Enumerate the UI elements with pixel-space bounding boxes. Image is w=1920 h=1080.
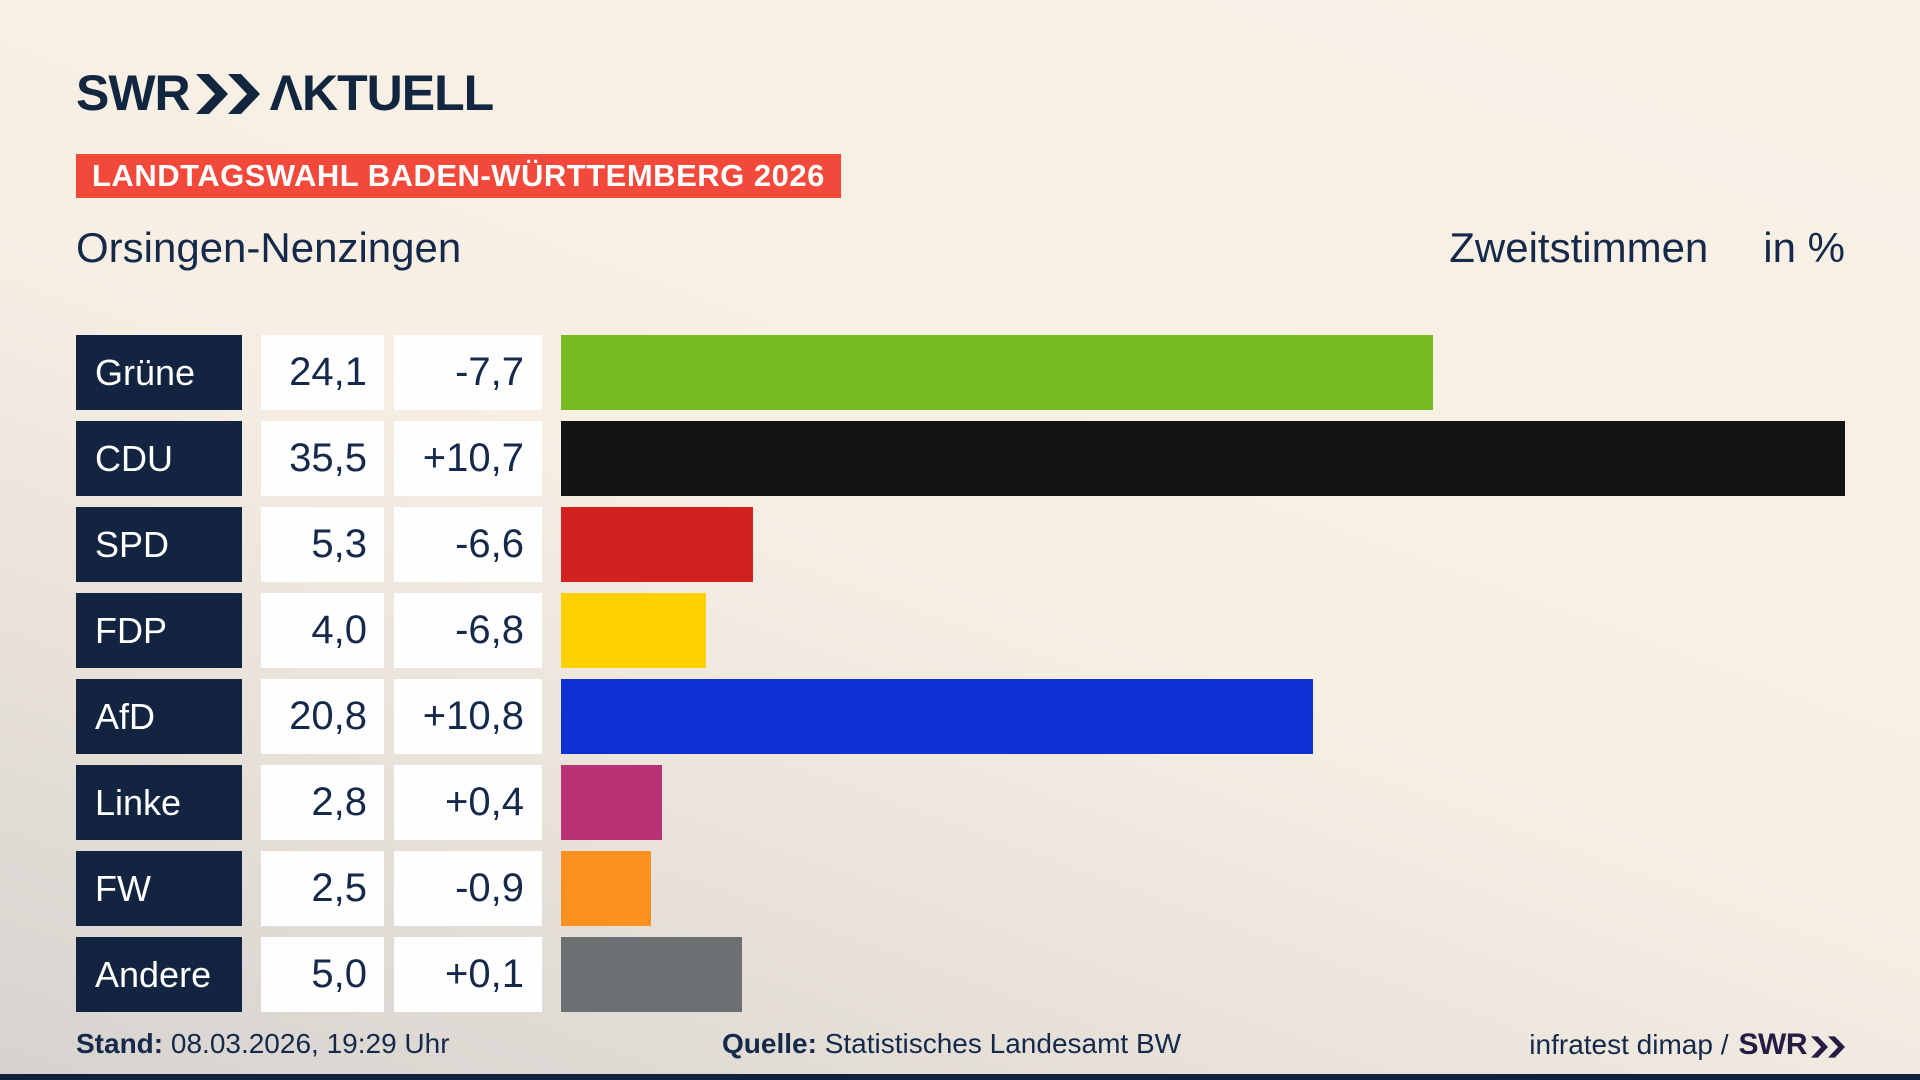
bar-track [561, 593, 1845, 668]
party-diff: +0,4 [394, 765, 542, 840]
table-row-fw: FW 2,5 -0,9 [76, 851, 1845, 926]
party-value: 5,3 [261, 507, 384, 582]
credit-info: infratest dimap / SWR [1529, 1028, 1845, 1062]
party-label: FDP [76, 593, 242, 668]
bar-track [561, 679, 1845, 754]
unit-label: in % [1763, 224, 1845, 271]
aktuell-logo-text: ΛKTUELL [269, 65, 495, 121]
title-row: Orsingen-Nenzingen Zweitstimmen in % [76, 224, 1845, 272]
table-row-cdu: CDU 35,5 +10,7 [76, 421, 1845, 496]
results-chart: Grüne 24,1 -7,7 CDU 35,5 +10,7 SPD 5,3 -… [76, 335, 1845, 1012]
municipality-title: Orsingen-Nenzingen [76, 224, 462, 271]
table-row-linke: Linke 2,8 +0,4 [76, 765, 1845, 840]
result-bar [561, 593, 706, 668]
result-bar [561, 937, 742, 1012]
party-value: 20,8 [261, 679, 384, 754]
party-label: AfD [76, 679, 242, 754]
table-row-fdp: FDP 4,0 -6,8 [76, 593, 1845, 668]
double-chevron-icon [195, 74, 260, 114]
election-banner: LANDTAGSWAHL BADEN-WÜRTTEMBERG 2026 [76, 154, 841, 198]
stand-info: Stand: 08.03.2026, 19:29 Uhr [76, 1028, 450, 1060]
result-bar [561, 679, 1314, 754]
double-chevron-icon [1811, 1035, 1845, 1058]
party-label: CDU [76, 421, 242, 496]
party-label: Linke [76, 765, 242, 840]
stand-label: Stand: [76, 1028, 164, 1059]
result-bar [561, 507, 753, 582]
bar-track [561, 507, 1845, 582]
vote-type-title: Zweitstimmen in % [1449, 224, 1845, 272]
swr-logo-text: SWR [76, 65, 191, 121]
party-diff: -6,8 [394, 593, 542, 668]
result-bar [561, 335, 1433, 410]
bottom-navy-strip [0, 1074, 1920, 1080]
party-value: 24,1 [261, 335, 384, 410]
result-bar [561, 421, 1845, 496]
source-label: Quelle: [722, 1028, 817, 1059]
credit-text: infratest dimap / [1529, 1029, 1729, 1060]
vote-type-label: Zweitstimmen [1449, 224, 1709, 271]
result-bar [561, 765, 663, 840]
party-label: Andere [76, 937, 242, 1012]
table-row-spd: SPD 5,3 -6,6 [76, 507, 1845, 582]
result-bar [561, 851, 652, 926]
bar-track [561, 421, 1845, 496]
swr-mini-logo-text: SWR [1738, 1028, 1808, 1061]
table-row-gruene: Grüne 24,1 -7,7 [76, 335, 1845, 410]
party-diff: -6,6 [394, 507, 542, 582]
bar-track [561, 335, 1845, 410]
party-value: 2,5 [261, 851, 384, 926]
party-diff: +10,8 [394, 679, 542, 754]
swr-mini-logo: SWR [1738, 1028, 1845, 1062]
party-diff: +10,7 [394, 421, 542, 496]
party-label: Grüne [76, 335, 242, 410]
stand-value: 08.03.2026, 19:29 Uhr [170, 1028, 450, 1059]
party-value: 2,8 [261, 765, 384, 840]
bar-track [561, 937, 1845, 1012]
swr-aktuell-logo: SWR ΛKTUELL [76, 65, 495, 121]
bar-track [561, 851, 1845, 926]
table-row-afd: AfD 20,8 +10,8 [76, 679, 1845, 754]
party-diff: +0,1 [394, 937, 542, 1012]
bar-track [561, 765, 1845, 840]
party-diff: -0,9 [394, 851, 542, 926]
party-value: 4,0 [261, 593, 384, 668]
table-row-andere: Andere 5,0 +0,1 [76, 937, 1845, 1012]
party-value: 5,0 [261, 937, 384, 1012]
party-label: FW [76, 851, 242, 926]
party-label: SPD [76, 507, 242, 582]
source-value: Statistisches Landesamt BW [824, 1028, 1182, 1059]
party-value: 35,5 [261, 421, 384, 496]
footer: Stand: 08.03.2026, 19:29 Uhr Quelle: Sta… [76, 1028, 1845, 1064]
source-info: Quelle: Statistisches Landesamt BW [722, 1028, 1181, 1060]
party-diff: -7,7 [394, 335, 542, 410]
